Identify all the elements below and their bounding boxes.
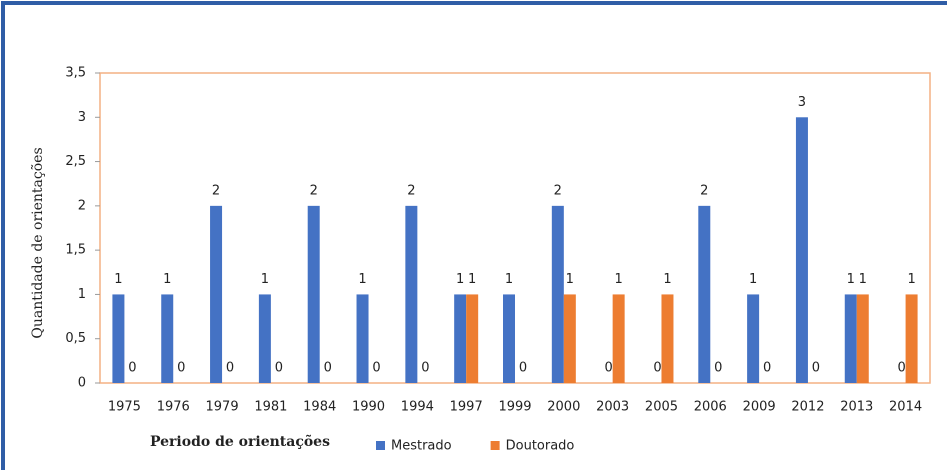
x-tick-label: 2005: [645, 400, 678, 415]
bar: [454, 294, 467, 383]
data-label: 0: [324, 361, 332, 376]
legend-label: Mestrado: [391, 439, 452, 454]
data-label: 0: [226, 361, 234, 376]
data-label: 0: [812, 361, 820, 376]
data-label: 0: [519, 361, 527, 376]
bar: [905, 294, 918, 383]
x-tick-label: 2006: [694, 400, 727, 415]
bar: [161, 294, 174, 383]
y-tick-label: 1,5: [65, 243, 86, 258]
data-label: 1: [358, 272, 366, 287]
bar: [112, 294, 125, 383]
data-label: 0: [372, 361, 380, 376]
data-label: 2: [212, 183, 220, 198]
y-tick-label: 0,5: [65, 331, 86, 346]
data-label: 0: [714, 361, 722, 376]
data-label: 2: [554, 183, 562, 198]
data-label: 0: [605, 361, 613, 376]
x-tick-label: 1999: [498, 400, 531, 415]
x-tick-label: 1981: [254, 400, 287, 415]
data-label: 1: [859, 272, 867, 287]
y-tick-label: 1: [78, 287, 86, 302]
legend-swatch: [376, 441, 385, 450]
x-tick-label: 1984: [303, 400, 336, 415]
y-axis-label: Quantidade de orientações: [30, 147, 46, 338]
bar: [844, 294, 857, 383]
bar: [307, 205, 320, 383]
data-label: 1: [163, 272, 171, 287]
bar: [661, 294, 674, 383]
x-axis-label: Periodo de orientações: [150, 433, 330, 450]
bar: [551, 205, 564, 383]
data-label: 1: [907, 272, 915, 287]
bar: [747, 294, 760, 383]
bar: [405, 205, 418, 383]
y-tick-label: 3,5: [65, 66, 86, 81]
data-label: 0: [421, 361, 429, 376]
bar: [612, 294, 625, 383]
data-label: 1: [456, 272, 464, 287]
data-label: 2: [700, 183, 708, 198]
legend-label: Doutorado: [506, 439, 575, 454]
bar: [356, 294, 369, 383]
legend-swatch: [490, 441, 500, 450]
data-label: 0: [897, 361, 905, 376]
data-label: 1: [566, 272, 574, 287]
bar: [856, 294, 869, 383]
x-tick-label: 1975: [108, 400, 141, 415]
data-label: 1: [615, 272, 623, 287]
x-tick-label: 1979: [206, 400, 239, 415]
bar: [698, 205, 711, 383]
bar: [503, 294, 515, 383]
data-label: 3: [798, 95, 806, 110]
y-tick-label: 2: [78, 198, 86, 213]
y-tick-label: 3: [78, 110, 86, 125]
data-label: 0: [653, 361, 661, 376]
data-label: 0: [275, 361, 283, 376]
x-tick-label: 1976: [157, 400, 190, 415]
bar: [466, 294, 479, 383]
bar: [563, 294, 576, 383]
x-tick-label: 2000: [547, 400, 580, 415]
data-label: 2: [310, 183, 318, 198]
data-label: 1: [114, 272, 122, 287]
data-label: 1: [663, 272, 671, 287]
x-tick-label: 2009: [743, 400, 776, 415]
data-label: 0: [177, 361, 185, 376]
data-label: 1: [749, 272, 757, 287]
data-label: 0: [128, 361, 136, 376]
x-tick-label: 2012: [791, 400, 824, 415]
bar: [795, 117, 808, 384]
x-tick-label: 2013: [840, 400, 873, 415]
x-tick-label: 1994: [401, 400, 434, 415]
data-label: 2: [407, 183, 415, 198]
y-tick-label: 2,5: [65, 154, 86, 169]
x-tick-label: 2003: [596, 400, 629, 415]
data-label: 1: [847, 272, 855, 287]
data-label: 1: [261, 272, 269, 287]
data-label: 1: [468, 272, 476, 287]
bar: [258, 294, 271, 383]
x-tick-label: 1997: [450, 400, 483, 415]
y-tick-label: 0: [78, 376, 86, 391]
x-tick-label: 1990: [352, 400, 385, 415]
x-tick-label: 2014: [889, 400, 922, 415]
data-label: 1: [505, 272, 513, 287]
data-label: 0: [763, 361, 771, 376]
bar: [210, 205, 223, 383]
